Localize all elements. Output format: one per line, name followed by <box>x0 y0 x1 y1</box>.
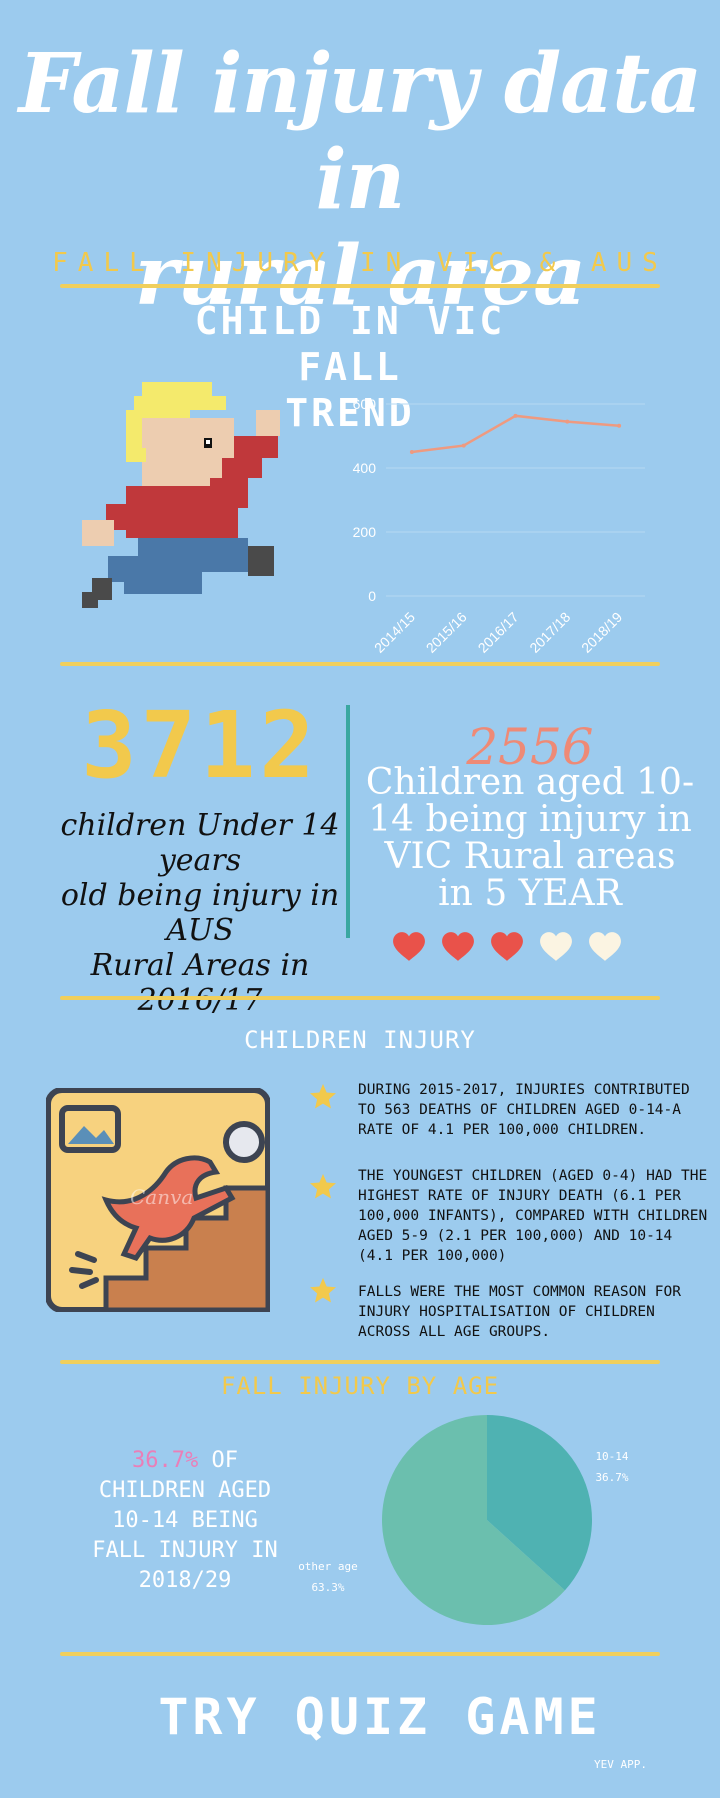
vic-stat-description: Children aged 10- 14 being injury in VIC… <box>360 764 700 912</box>
pie-slice <box>487 1415 592 1591</box>
trend-title: CHILD IN VIC FALL TREND <box>150 298 550 436</box>
star-icon <box>310 1173 336 1199</box>
falling-stairs-illustration-icon: Canva <box>46 1088 270 1312</box>
summary-line-1-rest: OF <box>198 1448 238 1473</box>
summary-line-3: 10-14 BEING <box>112 1508 258 1533</box>
by-age-heading: FALL INJURY BY AGE <box>220 1372 500 1400</box>
fact-1-line: TO 563 DEATHS OF CHILDREN AGED 0-14-A <box>358 1102 682 1118</box>
fact-3: FALLS WERE THE MOST COMMON REASON FOR IN… <box>358 1282 710 1342</box>
fact-2-line: (4.1 PER 100,000) <box>358 1248 507 1264</box>
vic-desc-line-4: in 5 YEAR <box>438 873 622 914</box>
divider-2 <box>60 662 660 666</box>
pie-slice-value: 63.3% <box>311 1581 344 1594</box>
data-point <box>565 419 570 424</box>
page-title: Fall injury data in rural area <box>0 36 720 324</box>
pixel-running-child-icon <box>82 382 280 608</box>
fact-3-line: ACROSS ALL AGE GROUPS. <box>358 1324 551 1340</box>
fact-3-line: INJURY HOSPITALISATION OF CHILDREN <box>358 1304 655 1320</box>
heart-empty-icon <box>540 932 572 961</box>
x-tick-label: 2015/16 <box>423 609 470 656</box>
title-line-2: rural area <box>134 228 587 324</box>
fact-2-line: HIGHEST RATE OF INJURY DEATH (6.1 PER <box>358 1188 682 1204</box>
aus-desc-line-4: 2016/17 <box>137 983 263 1018</box>
trend-line-chart: 0 200 400 600 2014/15 2015/16 2016/17 2017/18 20… <box>353 396 645 656</box>
divider-5 <box>60 1652 660 1656</box>
by-age-summary: 36.7% OF CHILDREN AGED 10-14 BEING FALL … <box>70 1446 300 1596</box>
trend-title-line-2: TREND <box>285 391 415 435</box>
data-point <box>409 450 414 454</box>
divider-3 <box>60 996 660 1000</box>
heart-filled-icon <box>491 932 523 961</box>
heart-filled-icon <box>393 932 425 961</box>
brand-label: YEV APP. <box>594 1758 647 1771</box>
y-tick-label: 400 <box>353 460 377 476</box>
y-tick-label: 200 <box>353 524 377 540</box>
vic-desc-line-2: 14 being injury in <box>368 799 692 840</box>
vic-stat-number: 2556 <box>466 718 594 776</box>
fact-2-line: THE YOUNGEST CHILDREN (AGED 0-4) HAD THE <box>358 1168 708 1184</box>
aus-desc-line-3: Rural Areas in <box>90 948 310 983</box>
title-line-1: Fall injury data in <box>18 36 703 228</box>
aus-desc-line-2: old being injury in AUS <box>60 878 340 948</box>
data-point <box>461 443 466 448</box>
vic-desc-line-1: Children aged 10- <box>365 762 695 803</box>
fact-1: DURING 2015-2017, INJURIES CONTRIBUTED T… <box>358 1080 710 1140</box>
watermark-text: Canva <box>130 1185 193 1209</box>
fact-3-line: FALLS WERE THE MOST COMMON REASON FOR <box>358 1284 682 1300</box>
fact-1-line: RATE OF 4.1 PER 100,000 CHILDREN. <box>358 1122 647 1138</box>
summary-line-2: CHILDREN AGED <box>98 1478 272 1503</box>
heart-empty-icon <box>589 932 621 961</box>
fact-2-line: 100,000 INFANTS), COMPARED WITH CHILDREN <box>358 1208 708 1224</box>
x-tick-label: 2014/15 <box>371 609 418 656</box>
summary-line-5: 2018/29 <box>138 1568 232 1593</box>
pie-slice <box>381 1415 565 1625</box>
divider-1 <box>60 284 660 288</box>
divider-4 <box>60 1360 660 1364</box>
section-subtitle: FALL INJURY IN VIC & AUS <box>52 248 668 278</box>
hearts-rating <box>392 930 622 964</box>
x-tick-label: 2017/18 <box>526 609 573 656</box>
x-tick-label: 2016/17 <box>475 609 522 656</box>
aus-stat-number: 3712 <box>81 692 319 799</box>
age-pie-chart: 10-14 36.7% other age 63.3% <box>298 1415 629 1625</box>
data-point <box>617 423 622 428</box>
y-tick-label: 600 <box>353 396 377 412</box>
pie-slice-value: 36.7% <box>595 1471 628 1484</box>
summary-line-1: 36.7% OF <box>70 1446 300 1476</box>
pie-slice-label: 10-14 <box>595 1450 628 1463</box>
children-injury-heading: CHILDREN INJURY <box>244 1026 476 1054</box>
y-tick-label: 0 <box>368 588 376 604</box>
highlight-percent: 36.7% <box>132 1448 199 1473</box>
summary-line-4: FALL INJURY IN <box>92 1538 278 1563</box>
trend-title-line-1: CHILD IN VIC FALL <box>194 299 506 389</box>
try-quiz-game-button[interactable]: TRY QUIZ GAME <box>158 1688 602 1746</box>
star-icon <box>310 1083 336 1109</box>
heart-filled-icon <box>442 932 474 961</box>
series-line <box>411 414 620 454</box>
vic-desc-line-3: VIC Rural areas <box>384 836 676 877</box>
fact-2: THE YOUNGEST CHILDREN (AGED 0-4) HAD THE… <box>358 1166 710 1266</box>
stat-divider <box>346 705 350 938</box>
fact-2-line: AGED 5-9 (2.1 PER 100,000) AND 10-14 <box>358 1228 673 1244</box>
x-tick-label: 2018/19 <box>578 609 625 656</box>
aus-stat-description: children Under 14 years old being injury… <box>40 808 360 1018</box>
data-point <box>513 413 518 418</box>
pie-slice-label: other age <box>298 1560 358 1573</box>
fact-1-line: DURING 2015-2017, INJURIES CONTRIBUTED <box>358 1082 690 1098</box>
star-icon <box>310 1277 336 1303</box>
aus-desc-line-1: children Under 14 years <box>60 808 340 878</box>
